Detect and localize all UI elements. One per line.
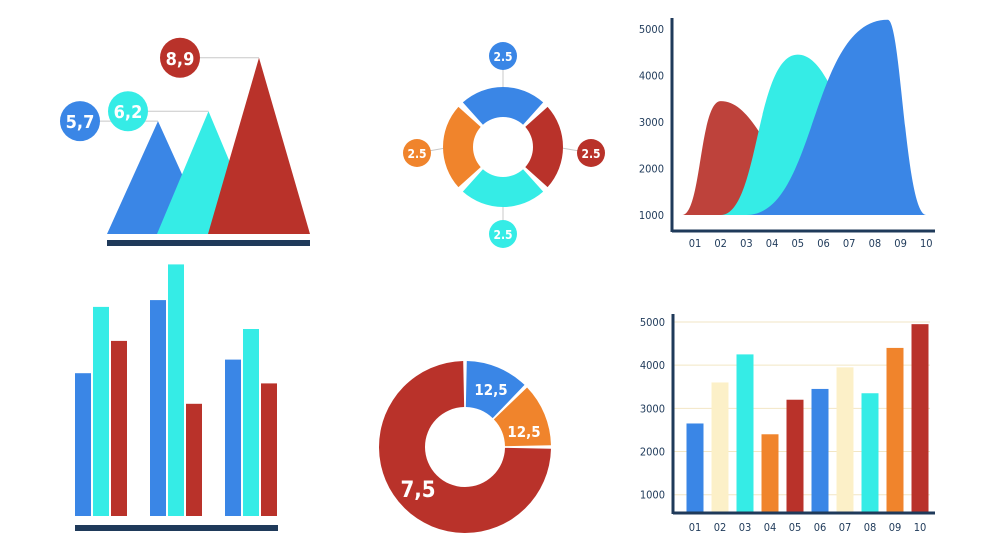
x-tick-labels: 01 02 03 04 05 06 07 08 09 10: [689, 521, 927, 534]
value-bubble: [160, 37, 200, 78]
triangle-mark: [208, 57, 310, 234]
y-tick-label: 3000: [640, 402, 665, 415]
baseline-bar: [75, 525, 278, 531]
donut-label: 12,5: [474, 381, 507, 399]
value-bubbles: 2.5 2.5 2.5 2.5: [403, 42, 605, 248]
x-tick-label: 06: [817, 237, 830, 250]
x-tick-label: 09: [894, 237, 907, 250]
donut-label: 7,5: [400, 478, 435, 503]
donut-chart: 12,5 12,5 7,5: [379, 361, 551, 533]
x-tick-label: 02: [714, 521, 727, 534]
ring-segment: [443, 106, 481, 188]
bar-mark: [93, 306, 109, 516]
bar-mark: [911, 324, 929, 512]
x-tick-label: 07: [839, 521, 852, 534]
bar-mark: [711, 382, 729, 512]
bar-mark: [75, 373, 91, 516]
x-tick-label: 06: [814, 521, 827, 534]
x-tick-label: 05: [792, 237, 805, 250]
value-label: 2.5: [581, 147, 600, 161]
bar-mark: [168, 264, 184, 516]
bar-mark: [836, 367, 854, 512]
value-label: 2.5: [407, 147, 426, 161]
x-tick-label: 09: [889, 521, 902, 534]
bar-mark: [736, 354, 754, 512]
x-tick-label: 03: [739, 521, 752, 534]
y-tick-label: 1000: [640, 489, 665, 502]
x-tick-label: 01: [689, 237, 702, 250]
ring-segment: [462, 86, 544, 125]
ring-segment: [462, 169, 544, 208]
bar-mark: [886, 347, 904, 512]
y-tick-label: 3000: [639, 116, 664, 129]
axes: [670, 18, 935, 233]
donut-segment: [493, 387, 551, 447]
value-label: 2.5: [493, 228, 512, 242]
bar-mark: [786, 399, 804, 512]
x-tick-label: 01: [689, 521, 702, 534]
donut-segment: [379, 361, 551, 533]
value-bubble: [60, 101, 100, 142]
bar-mark: [243, 329, 259, 516]
axes: [671, 314, 935, 515]
value-label: 8,9: [166, 49, 195, 70]
bar-marks: [686, 324, 929, 512]
x-tick-label: 08: [864, 521, 877, 534]
ring-chart: 2.5 2.5 2.5 2.5: [403, 42, 605, 248]
baseline-bar: [107, 240, 310, 246]
bar-marks: [75, 264, 277, 516]
bar-chart: 1000 2000 3000 4000 5000 01 02 03 04 05 06 07 08 09 1…: [640, 314, 935, 534]
area-chart: 1000 2000 3000 4000 5000 01 02 03 04 05 06 07 08 09 1…: [639, 18, 935, 250]
x-tick-label: 05: [789, 521, 802, 534]
y-tick-labels: 1000 2000 3000 4000 5000: [639, 23, 664, 222]
donut-labels: 12,5 12,5 7,5: [400, 381, 540, 503]
ring-segments: [443, 86, 563, 208]
value-bubble: [577, 139, 605, 167]
value-label: 5,7: [66, 112, 95, 133]
bar-mark: [761, 434, 779, 512]
y-tick-label: 1000: [639, 209, 664, 222]
x-tick-label: 02: [714, 237, 727, 250]
bar-mark: [261, 383, 277, 516]
value-bubble: [489, 42, 517, 70]
area-series: [746, 19, 927, 216]
triangle-chart: 5,7 6,2 8,9: [60, 37, 310, 246]
x-tick-label: 08: [869, 237, 882, 250]
y-tick-label: 4000: [639, 70, 664, 83]
donut-segments: [379, 361, 551, 533]
value-bubble: [403, 139, 431, 167]
value-bubbles: 5,7 6,2 8,9: [60, 37, 200, 142]
x-tick-label: 10: [914, 521, 927, 534]
ring-segment: [525, 106, 563, 188]
bar-mark: [861, 393, 879, 512]
y-tick-label: 5000: [639, 23, 664, 36]
x-tick-label: 04: [766, 237, 779, 250]
y-tick-label: 2000: [640, 446, 665, 459]
y-tick-label: 4000: [640, 359, 665, 372]
bar-mark: [111, 340, 127, 516]
bar-mark: [686, 423, 704, 512]
x-tick-label: 10: [920, 237, 933, 250]
value-label: 2.5: [493, 50, 512, 64]
donut-label: 12,5: [507, 423, 540, 441]
value-bubble: [108, 91, 148, 132]
grouped-bar-chart: [75, 264, 278, 531]
bar-mark: [150, 300, 166, 516]
x-tick-label: 07: [843, 237, 856, 250]
x-tick-labels: 01 02 03 04 05 06 07 08 09 10: [689, 237, 933, 250]
value-label: 6,2: [114, 102, 143, 123]
triangle-marks: [107, 57, 310, 234]
bar-mark: [811, 388, 829, 512]
value-bubble: [489, 220, 517, 248]
bar-mark: [186, 403, 202, 516]
y-tick-label: 5000: [640, 316, 665, 329]
y-tick-labels: 1000 2000 3000 4000 5000: [640, 316, 665, 502]
area-series: [682, 19, 927, 216]
donut-segment: [465, 361, 525, 419]
x-tick-label: 03: [740, 237, 753, 250]
y-tick-label: 2000: [639, 163, 664, 176]
x-tick-label: 04: [764, 521, 777, 534]
bar-mark: [225, 359, 241, 516]
